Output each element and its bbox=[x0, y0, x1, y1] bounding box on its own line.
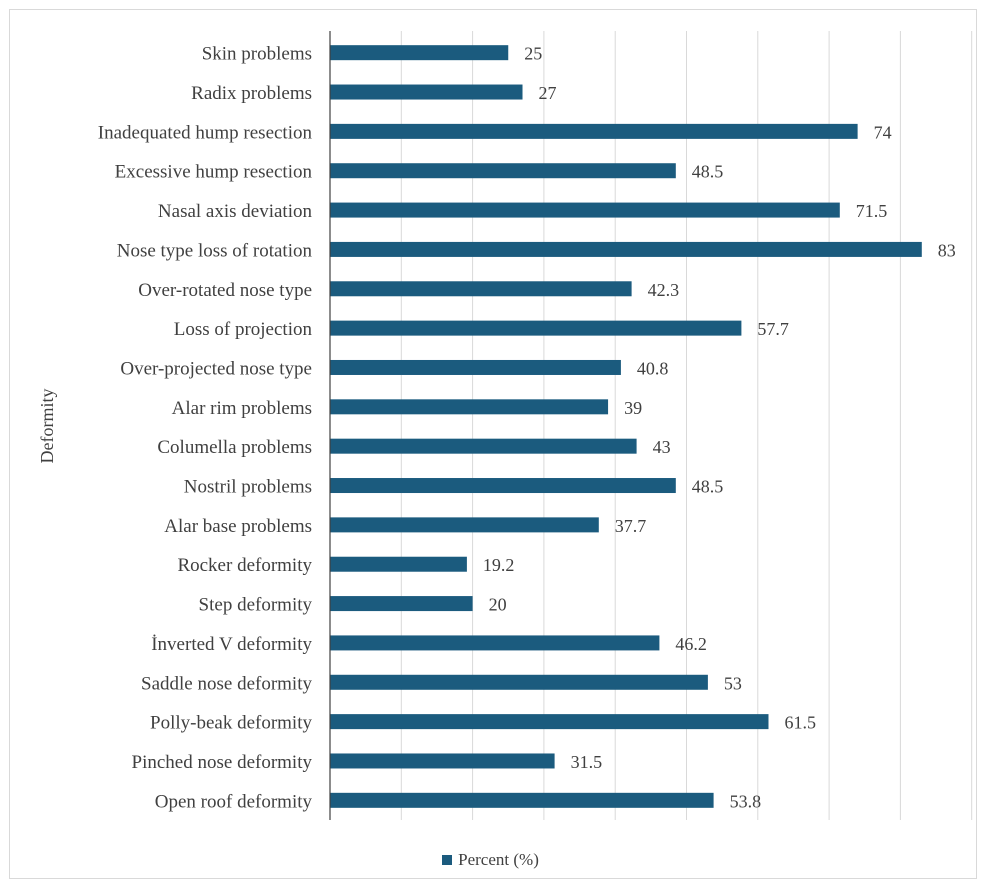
value-label: 74 bbox=[874, 122, 892, 142]
legend-label: Percent (%) bbox=[458, 850, 539, 869]
bar bbox=[330, 359, 621, 375]
category-label: Pinched nose deformity bbox=[132, 752, 313, 773]
value-label: 53 bbox=[724, 673, 742, 693]
bar bbox=[330, 753, 555, 769]
bar bbox=[330, 123, 858, 139]
value-label: 43 bbox=[653, 437, 671, 457]
bar bbox=[330, 320, 742, 336]
value-label: 46.2 bbox=[675, 634, 707, 654]
value-label: 39 bbox=[624, 398, 642, 418]
category-label: Excessive hump resection bbox=[115, 162, 313, 183]
value-label: 71.5 bbox=[856, 201, 888, 221]
value-label: 48.5 bbox=[692, 162, 724, 182]
bar bbox=[330, 399, 609, 415]
category-label: Open roof deformity bbox=[155, 791, 313, 812]
category-label: Alar rim problems bbox=[172, 398, 312, 419]
category-label: İnverted V deformity bbox=[151, 634, 312, 655]
category-label: Step deformity bbox=[199, 595, 313, 616]
value-label: 19.2 bbox=[483, 555, 515, 575]
bar bbox=[330, 714, 769, 730]
value-label: 27 bbox=[539, 83, 557, 103]
category-label: Loss of projection bbox=[174, 319, 313, 340]
bar bbox=[330, 281, 632, 297]
bar bbox=[330, 674, 708, 690]
category-label: Saddle nose deformity bbox=[141, 673, 312, 694]
bars bbox=[330, 45, 922, 808]
category-label: Radix problems bbox=[191, 83, 312, 104]
legend: Percent (%) bbox=[0, 850, 981, 870]
bar bbox=[330, 163, 676, 179]
y-axis-title: Deformity bbox=[37, 389, 57, 464]
bar bbox=[330, 556, 467, 572]
bar bbox=[330, 45, 509, 61]
value-labels: 25 27 74 48.5 71.5 83 42.3 57.7 40.8 39 43 48.5 37.7… bbox=[483, 44, 956, 812]
category-label: Nostril problems bbox=[184, 477, 312, 498]
value-label: 20 bbox=[489, 595, 507, 615]
category-label: Over-projected nose type bbox=[120, 358, 312, 379]
value-label: 25 bbox=[524, 44, 542, 64]
category-label: Over-rotated nose type bbox=[138, 280, 312, 301]
gridlines bbox=[400, 31, 973, 820]
value-label: 83 bbox=[938, 240, 956, 260]
bar bbox=[330, 84, 523, 100]
category-label: Polly-beak deformity bbox=[150, 713, 312, 734]
bar bbox=[330, 202, 840, 218]
category-label: Alar base problems bbox=[164, 516, 312, 537]
category-label: Columella problems bbox=[157, 437, 312, 458]
value-label: 61.5 bbox=[784, 713, 816, 733]
value-label: 37.7 bbox=[615, 516, 647, 536]
category-label: Nose type loss of rotation bbox=[117, 240, 313, 261]
bar bbox=[330, 241, 922, 257]
category-label: Rocker deformity bbox=[177, 555, 312, 576]
category-labels: Skin problems Radix problems Inadequated h… bbox=[98, 44, 313, 813]
category-label: Nasal axis deviation bbox=[158, 201, 313, 222]
bar bbox=[330, 517, 599, 533]
bar bbox=[330, 478, 676, 494]
value-label: 42.3 bbox=[648, 280, 680, 300]
value-label: 53.8 bbox=[730, 791, 762, 811]
value-label: 48.5 bbox=[692, 477, 724, 497]
bar bbox=[330, 792, 714, 808]
category-label: Skin problems bbox=[202, 44, 312, 65]
value-label: 40.8 bbox=[637, 358, 669, 378]
bar bbox=[330, 438, 637, 454]
bar bbox=[330, 596, 473, 612]
value-label: 31.5 bbox=[571, 752, 603, 772]
category-label: Inadequated hump resection bbox=[98, 122, 313, 143]
legend-swatch bbox=[442, 855, 453, 865]
value-label: 57.7 bbox=[757, 319, 789, 339]
bar bbox=[330, 635, 660, 651]
